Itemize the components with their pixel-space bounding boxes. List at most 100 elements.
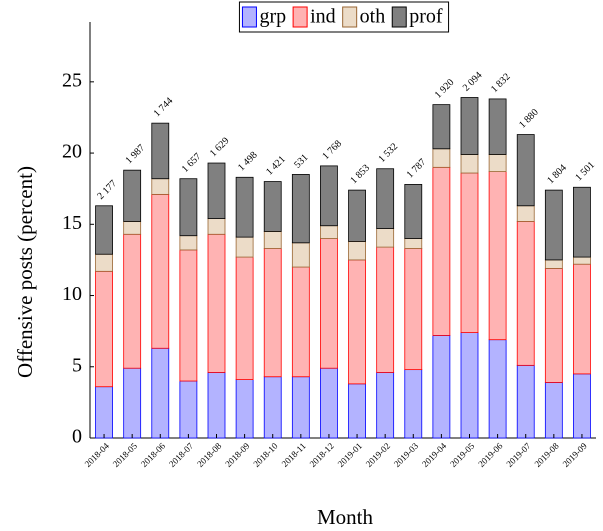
bar-annotation: 1 787 [405,157,429,181]
bar-segment [95,205,113,255]
x-tick-label: 2018-04 [83,440,112,469]
legend-swatch [292,6,308,28]
bar-annotation: 531 [292,152,310,170]
x-tick-label: 2019-04 [420,440,449,469]
y-tick-label: 25 [62,69,82,91]
bar-segment [488,98,507,155]
bar-segment [235,236,254,258]
bar-annotation: 1 532 [377,141,401,165]
bar-segment [404,238,423,249]
bar-segment [207,162,226,220]
bar-segment [151,347,170,439]
bar-segment [320,367,338,439]
bar-segment [488,154,507,172]
bar-annotation: 1 853 [348,163,372,187]
bar-annotation: 1 832 [489,71,513,95]
bar-segment [95,270,113,388]
legend-swatch [342,6,358,28]
bar-segment [123,233,142,369]
bar-segment [123,169,142,222]
x-tick-label: 2019-06 [476,440,505,469]
bar-segment [488,171,507,341]
bar-segment [573,256,591,265]
x-tick-label: 2019-05 [448,440,477,469]
bar-segment [320,238,338,369]
bar-segment [376,168,395,229]
bar-segment [432,148,451,168]
legend-label: oth [360,6,386,28]
bar-segment [320,165,338,227]
bar-segment [235,379,254,439]
x-tick-label: 2018-11 [280,441,308,469]
bar-segment [207,218,226,235]
y-axis-label: Offensive posts (percent) [13,166,37,378]
x-tick-label: 2018-05 [111,440,140,469]
bar-segment [516,134,535,207]
bar-segment [263,181,282,232]
y-tick-label: 5 [72,354,82,376]
bar-annotation: 1 629 [208,135,232,159]
bar-segment [320,225,338,239]
bar-segment [207,233,226,373]
bar-annotation: 1 768 [320,138,344,162]
x-tick-label: 2018-10 [251,440,280,469]
x-tick-label: 2019-03 [392,440,421,469]
bar-annotation: 1 880 [517,107,541,131]
y-tick-label: 15 [62,212,82,234]
bar-segment [348,259,366,385]
legend-label: prof [409,6,443,28]
bar-segment [432,104,451,150]
bar-annotation: 2 094 [461,70,485,94]
bar-annotation: 1 804 [545,163,569,187]
bar-segment [573,263,591,375]
bar-segment [404,369,423,439]
bar-segment [376,228,395,248]
bar-segment [460,332,479,439]
bar-segment [573,373,591,439]
bar-segment [348,383,366,439]
x-tick-label: 2019-01 [336,441,364,469]
x-tick-label: 2018-08 [195,440,224,469]
y-tick-label: 20 [62,141,82,163]
bar-segment [291,242,310,268]
bar-segment [432,335,451,439]
bar-segment [432,166,451,336]
bar-segment [151,193,170,349]
bar-annotation: 1 421 [264,154,288,178]
bar-segment [404,248,423,371]
bar-segment [291,174,310,244]
bar-segment [235,176,254,238]
bar-segment [95,386,113,439]
bar-segment [291,266,310,378]
bar-segment [516,221,535,366]
bar-segment [404,184,423,239]
bar-segment [544,259,563,269]
bar-segment [123,221,142,235]
bar-segment [95,253,113,272]
bar-segment [235,256,254,380]
bar-segment [488,339,507,439]
bar-segment [263,376,282,439]
bar-segment [516,205,535,222]
bar-annotation: 1 987 [124,143,148,167]
bar-segment [151,122,170,180]
bar-segment [207,372,226,439]
bar-segment [376,372,395,439]
bar-segment [516,364,535,439]
bar-segment [460,154,479,174]
bar-segment [263,231,282,249]
bar-annotation: 1 744 [152,96,176,120]
legend-label: ind [310,6,336,28]
bar-segment [179,380,198,439]
bar-segment [544,268,563,383]
bar-segment [179,235,198,251]
x-tick-label: 2018-12 [308,441,336,469]
y-tick-label: 0 [72,426,82,448]
x-tick-label: 2019-09 [561,440,590,469]
legend-swatch [241,6,257,28]
bar-segment [544,189,563,261]
x-tick-label: 2018-07 [167,440,196,469]
bar-segment [291,376,310,439]
bar-segment [460,172,479,333]
